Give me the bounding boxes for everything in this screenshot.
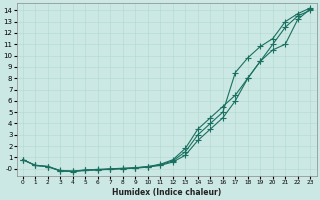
X-axis label: Humidex (Indice chaleur): Humidex (Indice chaleur) [112, 188, 221, 197]
